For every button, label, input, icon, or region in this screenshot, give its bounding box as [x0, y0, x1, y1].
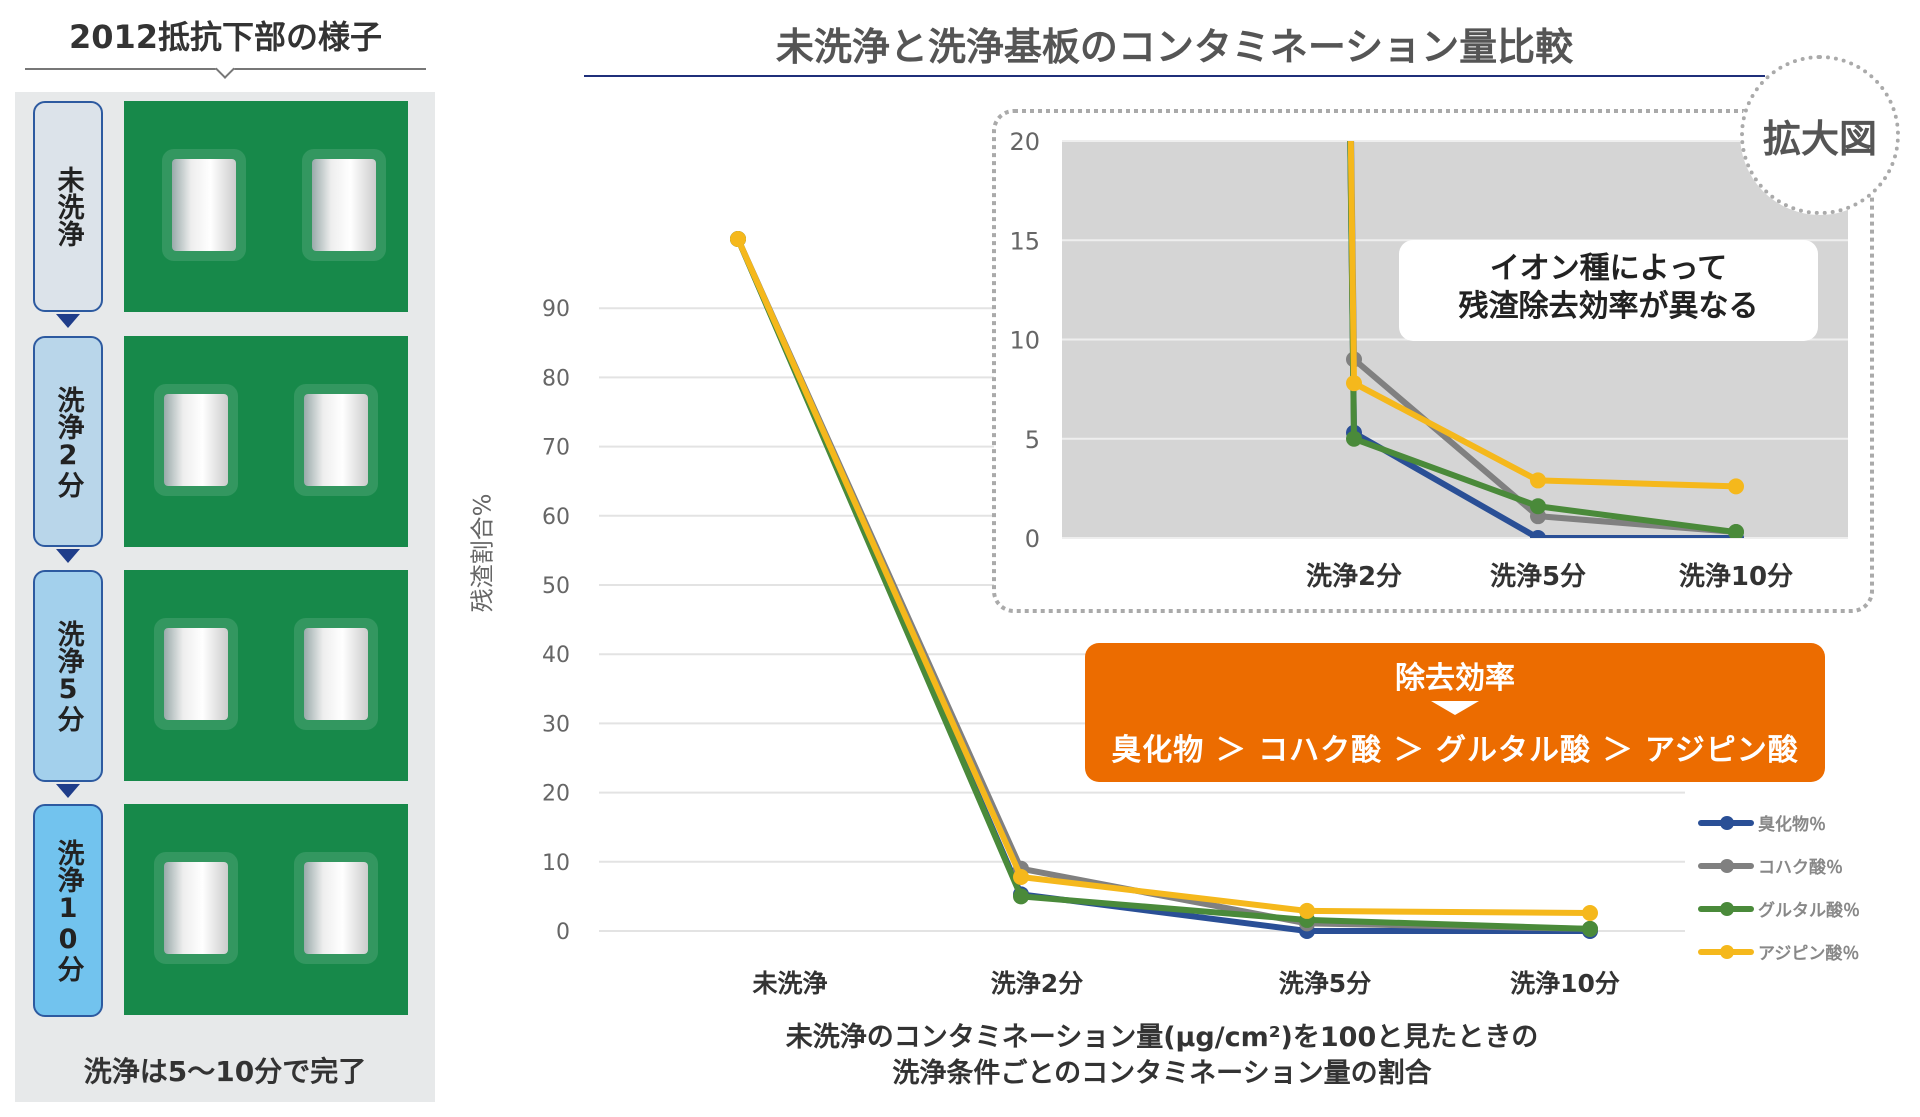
inset-y-tick-label: 20 — [1009, 128, 1040, 156]
data-point — [1013, 888, 1029, 905]
x-tick-label: 洗浄10分 — [1510, 969, 1620, 998]
y-tick-label: 30 — [542, 712, 570, 737]
x-tick-label: 洗浄2分 — [991, 969, 1083, 998]
photo-5min — [124, 570, 408, 781]
photo-10min — [124, 804, 408, 1015]
y-tick-label: 60 — [542, 505, 570, 530]
legend-item: グルタル酸％ — [1698, 896, 1860, 921]
legend-item: コハク酸％ — [1698, 853, 1843, 878]
inset-x-tick-label: 洗浄2分 — [1306, 562, 1402, 592]
photo-unwashed — [124, 101, 408, 312]
legend-label: グルタル酸％ — [1758, 901, 1860, 921]
inset-y-tick-label: 15 — [1009, 227, 1040, 255]
inset-series-line — [1348, 141, 1737, 536]
legend-label: アジピン酸％ — [1758, 944, 1860, 964]
data-point — [1582, 905, 1598, 922]
inset-data-point — [1530, 498, 1546, 515]
legend-line-marker — [1698, 944, 1754, 959]
efficiency-title: 除去効率 — [1395, 661, 1515, 696]
data-point — [1013, 869, 1029, 886]
inset-x-tick-label: 洗浄10分 — [1679, 562, 1793, 592]
title-underline — [584, 75, 1765, 77]
inset-x-tick-label: 洗浄5分 — [1490, 562, 1586, 592]
y-tick-label: 10 — [542, 851, 570, 876]
zoom-badge: 拡大図 — [1740, 55, 1900, 215]
inset-data-point — [1728, 478, 1744, 495]
callout-line2: 残渣除去効率が異なる — [1458, 288, 1759, 324]
inset-series-line — [1347, 141, 1736, 538]
inset-data-point — [1728, 524, 1744, 538]
inset-data-point — [1346, 430, 1362, 447]
caption-line2: 洗浄条件ごとのコンタミネーション量の割合 — [892, 1058, 1432, 1090]
chart-caption: 未洗浄のコンタミネーション量(µg/cm²)を100と見たときの 洗浄条件ごとの… — [662, 1020, 1662, 1093]
legend-item: 臭化物％ — [1698, 810, 1826, 835]
data-point — [1299, 902, 1315, 919]
legend-line-marker — [1698, 901, 1754, 916]
y-tick-label: 0 — [556, 920, 570, 945]
chart-title: 未洗浄と洗浄基板のコンタミネーション量比較 — [775, 25, 1574, 69]
efficiency-ranking: 臭化物 ＞ コハク酸 ＞ グルタル酸 ＞ アジピン酸 — [1111, 733, 1799, 768]
inset-data-point — [1530, 472, 1546, 489]
inset-y-tick-label: 10 — [1009, 327, 1040, 355]
inset-series-line — [1347, 141, 1737, 490]
legend-item: アジピン酸％ — [1698, 939, 1859, 964]
series-line — [735, 237, 1591, 917]
step-label-unwashed: 未洗浄 — [33, 101, 103, 312]
down-arrow-icon — [56, 549, 80, 563]
inset-series — [1346, 141, 1744, 538]
x-tick-label: 洗浄5分 — [1279, 969, 1371, 998]
down-arrow-icon — [56, 314, 80, 328]
data-point — [730, 231, 746, 247]
callout-line1: イオン種によって — [1489, 251, 1728, 286]
y-tick-label: 80 — [542, 366, 570, 391]
inset-y-tick-label: 5 — [1025, 426, 1040, 454]
y-tick-label: 90 — [542, 297, 570, 322]
left-panel-title: 2012抵抗下部の様子 — [68, 18, 383, 56]
removal-efficiency-box: 除去効率 臭化物 ＞ コハク酸 ＞ グルタル酸 ＞ アジピン酸 — [1085, 643, 1825, 782]
x-tick-label: 未洗浄 — [752, 969, 827, 998]
y-tick-label: 70 — [542, 436, 570, 461]
left-panel-footer: 洗浄は5〜10分で完了 — [83, 1055, 367, 1088]
y-tick-label: 50 — [542, 574, 570, 599]
inset-y-tick-label: 0 — [1025, 525, 1040, 553]
inset-series-line — [1347, 141, 1737, 536]
callout-box: イオン種によって 残渣除去効率が異なる — [1399, 240, 1818, 341]
y-tick-label: 20 — [542, 782, 570, 807]
inset-data-point — [1530, 530, 1546, 538]
data-point — [1582, 920, 1598, 937]
legend-line-marker — [1698, 858, 1754, 873]
inset-data-point — [1346, 375, 1362, 392]
caption-line1: 未洗浄のコンタミネーション量(µg/cm²)を100と見たときの — [785, 1022, 1539, 1053]
y-tick-label: 40 — [542, 643, 570, 668]
y-axis-label: 残渣割合% — [468, 493, 497, 613]
series-line — [735, 237, 1591, 932]
down-triangle-icon — [1431, 701, 1479, 715]
step-label-5min: 洗浄5分 — [33, 570, 103, 782]
step-label-10min: 洗浄10分 — [33, 804, 103, 1017]
down-arrow-icon — [56, 784, 80, 798]
legend-label: コハク酸％ — [1758, 858, 1843, 878]
step-label-2min: 洗浄2分 — [33, 336, 103, 547]
legend-label: 臭化物％ — [1758, 815, 1826, 835]
photo-2min — [124, 336, 408, 547]
legend-line-marker — [1698, 815, 1754, 830]
